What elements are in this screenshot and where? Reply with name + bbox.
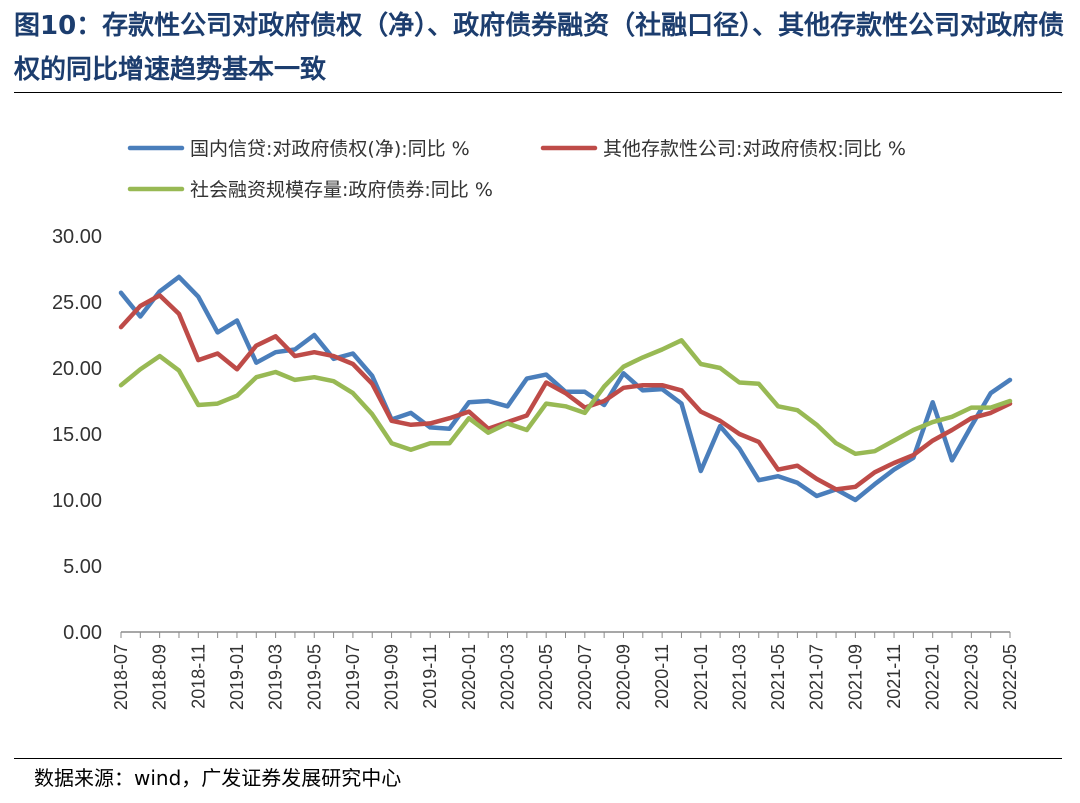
x-tick-label: 2021-03 — [729, 644, 749, 710]
line-chart: 国内信贷:对政府债权(净):同比 % 其他存款性公司:对政府债权:同比 % 社会融资… — [52, 138, 1020, 710]
x-tick-label: 2020-03 — [498, 644, 518, 710]
legend-label: 社会融资规模存量:政府债券:同比 % — [190, 179, 493, 201]
legend-item-2: 其他存款性公司:对政府债权:同比 % — [540, 138, 906, 160]
x-tick-label: 2018-09 — [150, 644, 170, 710]
x-tick-label: 2020-05 — [536, 644, 556, 710]
y-tick-label: 20.00 — [52, 358, 102, 380]
series-line-1 — [118, 274, 1013, 503]
series-line-2 — [118, 293, 1013, 492]
x-tick-label: 2022-03 — [961, 644, 981, 710]
y-tick-label: 15.00 — [52, 424, 102, 446]
x-tick-label: 2020-01 — [459, 644, 479, 710]
x-tick-label: 2018-07 — [111, 644, 131, 710]
x-tick-label: 2021-07 — [807, 644, 827, 710]
x-tick-label: 2021-11 — [884, 644, 904, 709]
y-tick-label: 25.00 — [52, 292, 102, 314]
x-tick-label: 2019-05 — [304, 644, 324, 710]
series-lines — [118, 274, 1013, 503]
source-divider — [14, 758, 1062, 759]
source-note: 数据来源：wind，广发证券发展研究中心 — [34, 766, 402, 790]
y-tick-label: 30.00 — [52, 226, 102, 248]
figure-title: 图10：存款性公司对政府债权（净）、政府债券融资（社融口径）、其他存款性公司对政… — [14, 11, 1065, 85]
x-tick-label: 2022-05 — [1000, 644, 1020, 710]
x-tick-label: 2019-03 — [266, 644, 286, 710]
series-line-3 — [118, 338, 1013, 457]
x-tick-label: 2018-11 — [188, 644, 208, 709]
title-divider — [14, 92, 1062, 93]
legend-item-1: 国内信贷:对政府债权(净):同比 % — [127, 138, 470, 160]
y-tick-label: 10.00 — [52, 490, 102, 512]
legend-item-3: 社会融资规模存量:政府债券:同比 % — [127, 179, 493, 201]
x-axis: 2018-07 2018-09 2018-11 2019-01 2019-03 2019-… — [111, 631, 1020, 710]
y-axis-ticks: 0.00 5.00 10.00 15.00 20.00 25.00 30.00 — [52, 226, 102, 644]
x-tick-label: 2022-01 — [923, 644, 943, 710]
y-tick-label: 0.00 — [63, 622, 102, 644]
legend-label: 其他存款性公司:对政府债权:同比 % — [603, 138, 906, 160]
x-tick-label: 2020-07 — [575, 644, 595, 710]
y-tick-label: 5.00 — [63, 556, 102, 578]
x-tick-label: 2019-11 — [420, 644, 440, 709]
x-tick-label: 2021-01 — [691, 644, 711, 710]
x-tick-label: 2019-09 — [382, 644, 402, 710]
x-tick-label: 2020-11 — [652, 644, 672, 709]
x-tick-label: 2019-01 — [227, 644, 247, 710]
legend-label: 国内信贷:对政府债权(净):同比 % — [190, 138, 470, 160]
x-tick-label: 2021-05 — [768, 644, 788, 710]
x-tick-label: 2020-09 — [613, 644, 633, 710]
x-tick-label: 2021-09 — [845, 644, 865, 710]
chart-legend: 国内信贷:对政府债权(净):同比 % 其他存款性公司:对政府债权:同比 % 社会融资… — [127, 138, 906, 201]
x-tick-label: 2019-07 — [343, 644, 363, 710]
